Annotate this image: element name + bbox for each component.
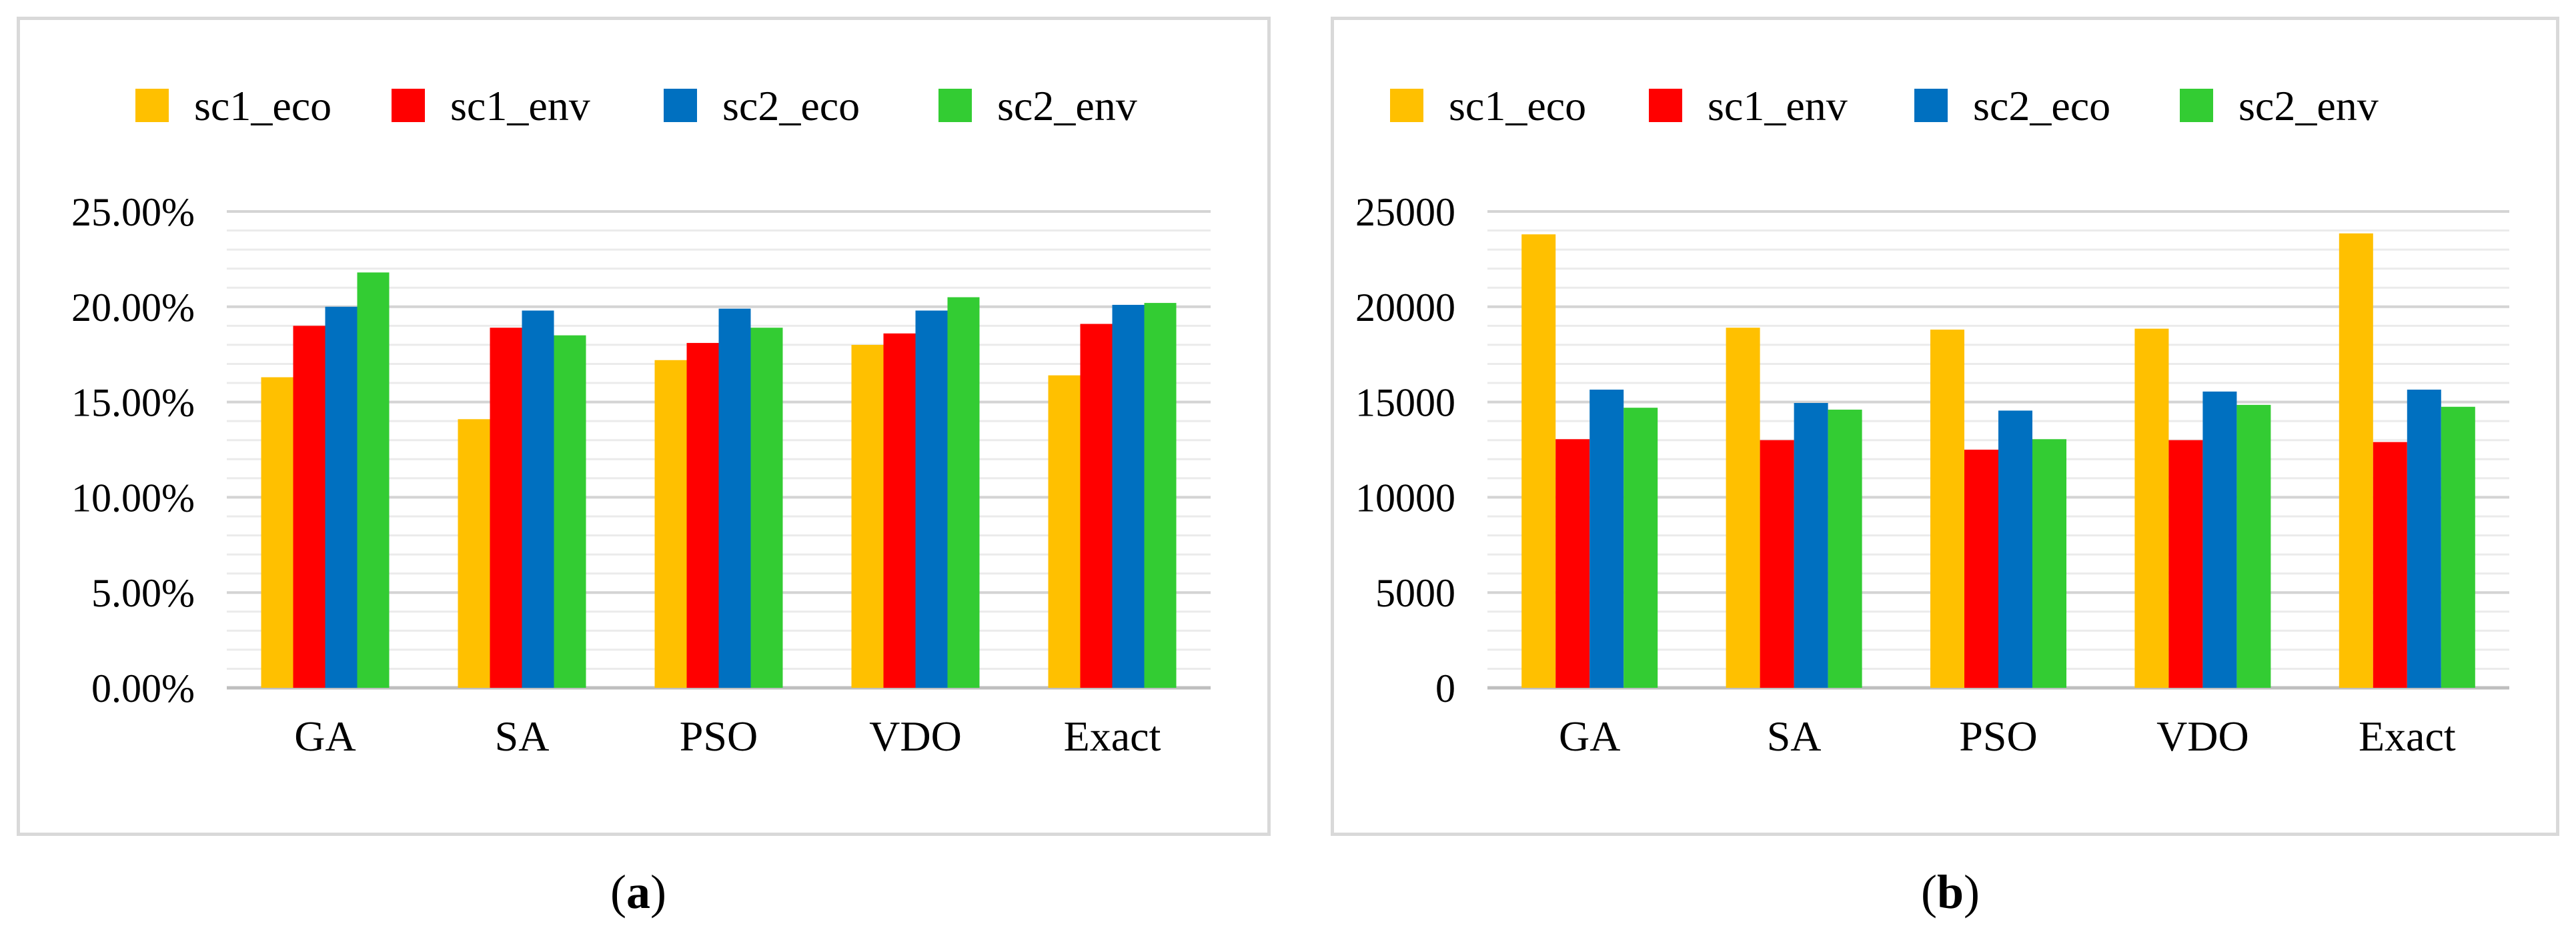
legend-label-sc2_env: sc2_env [997, 82, 1137, 129]
bar-sc1_eco-exact [2339, 233, 2373, 688]
y-tick-label: 20.00% [71, 286, 195, 330]
x-tick-label: PSO [1959, 713, 2037, 760]
x-tick-label: SA [495, 713, 550, 760]
caption-b: (b) [1921, 865, 1980, 919]
legend-label-sc1_env: sc1_env [450, 82, 590, 129]
bar-sc1_env-exact [2373, 442, 2407, 688]
bar-sc1_eco-ga [261, 377, 293, 688]
bar-sc2_eco-vdo [2202, 391, 2237, 688]
bar-sc2_env-vdo [2236, 404, 2271, 688]
legend-label-sc2_env: sc2_env [2238, 82, 2379, 129]
bar-sc1_env-ga [293, 326, 326, 688]
bar-sc2_env-ga [357, 272, 390, 688]
bar-chart-a: 0.00% 5.00% 10.00% 15.00% 20.00% 25.00% GA SA PS… [71, 82, 1211, 760]
y-tick-label: 0.00% [91, 666, 195, 711]
bar-sc2_eco-sa [1794, 403, 1828, 688]
legend-swatch-sc2_env [938, 89, 972, 122]
bar-sc2_eco-ga [325, 306, 358, 688]
bar-sc2_env-vdo [947, 297, 980, 688]
bar-sc1_env-pso [686, 343, 719, 688]
legend-swatch-sc2_eco [664, 89, 697, 122]
caption-letter-a: a [626, 865, 650, 919]
bar-sc1_env-exact [1080, 324, 1113, 688]
bar-sc2_env-pso [2032, 439, 2066, 688]
legend-label-sc2_eco: sc2_eco [722, 82, 860, 129]
y-tick-label: 10000 [1355, 476, 1455, 520]
x-tick-label: VDO [2156, 713, 2249, 760]
y-tick-label: 25000 [1355, 190, 1455, 234]
x-tick-label: GA [294, 713, 356, 760]
chart-panel-a: 0.00% 5.00% 10.00% 15.00% 20.00% 25.00% GA SA PS… [17, 17, 1271, 836]
bar-sc1_eco-exact [1048, 375, 1081, 688]
legend-label-sc1_eco: sc1_eco [194, 82, 332, 129]
bar-sc1_env-vdo [2168, 440, 2203, 688]
bar-sc2_eco-pso [718, 308, 751, 688]
y-tick-label: 15.00% [71, 381, 195, 425]
x-tick-label: GA [1559, 713, 1620, 760]
legend-swatch-sc1_eco [1390, 89, 1423, 122]
bar-sc2_env-exact [2441, 406, 2475, 688]
bar-sc2_env-exact [1144, 303, 1177, 688]
y-tick-label: 5.00% [91, 571, 195, 615]
legend-label-sc1_env: sc1_env [1708, 82, 1848, 129]
legend-swatch-sc1_eco [135, 89, 169, 122]
legend-swatch-sc2_env [2180, 89, 2213, 122]
bar-sc1_eco-ga [1521, 234, 1556, 688]
bar-sc2_env-sa [554, 335, 586, 688]
legend-swatch-sc1_env [1649, 89, 1682, 122]
chart-panel-b: 0 5000 10000 15000 20000 25000 GA SA PSO VDO Exact… [1331, 17, 2559, 836]
bar-sc2_eco-sa [522, 310, 554, 688]
y-tick-label: 20000 [1355, 286, 1455, 330]
bar-sc1_env-sa [1760, 440, 1794, 688]
x-tick-label: PSO [680, 713, 758, 760]
y-tick-label: 25.00% [71, 190, 195, 234]
bar-sc2_eco-pso [1998, 410, 2032, 688]
bar-sc1_eco-sa [458, 419, 490, 688]
bar-sc2_eco-exact [2407, 390, 2441, 688]
caption-letter-b: b [1936, 865, 1964, 919]
bar-sc1_env-pso [1964, 450, 1998, 688]
bar-sc1_env-sa [490, 328, 522, 688]
caption-a: (a) [610, 865, 666, 919]
y-tick-label: 10.00% [71, 476, 195, 520]
bar-sc2_eco-vdo [915, 310, 948, 688]
x-tick-label: VDO [869, 713, 962, 760]
legend-swatch-sc2_eco [1914, 89, 1948, 122]
bar-sc1_eco-vdo [851, 344, 884, 688]
bar-sc1_env-ga [1555, 439, 1590, 688]
bar-sc2_eco-exact [1112, 304, 1145, 688]
bar-sc2_eco-ga [1589, 390, 1624, 688]
bar-sc1_eco-pso [1930, 330, 1964, 688]
bar-sc1_eco-pso [654, 360, 687, 688]
y-tick-label: 5000 [1375, 571, 1455, 615]
bar-sc1_env-vdo [883, 333, 916, 688]
x-tick-label: Exact [1064, 713, 1161, 760]
legend-label-sc2_eco: sc2_eco [1973, 82, 2110, 129]
legend-swatch-sc1_env [392, 89, 425, 122]
y-tick-label: 0 [1435, 666, 1455, 711]
legend-label-sc1_eco: sc1_eco [1449, 82, 1586, 129]
bar-sc2_env-sa [1828, 410, 1862, 688]
bar-sc1_eco-vdo [2134, 328, 2169, 688]
x-tick-label: Exact [2359, 713, 2456, 760]
x-tick-label: SA [1767, 713, 1822, 760]
bar-sc1_eco-sa [1726, 328, 1760, 688]
y-tick-label: 15000 [1355, 381, 1455, 425]
bar-sc2_env-pso [750, 328, 783, 688]
bar-chart-b: 0 5000 10000 15000 20000 25000 GA SA PSO VDO Exact… [1355, 82, 2509, 760]
bar-sc2_env-ga [1624, 408, 1658, 688]
